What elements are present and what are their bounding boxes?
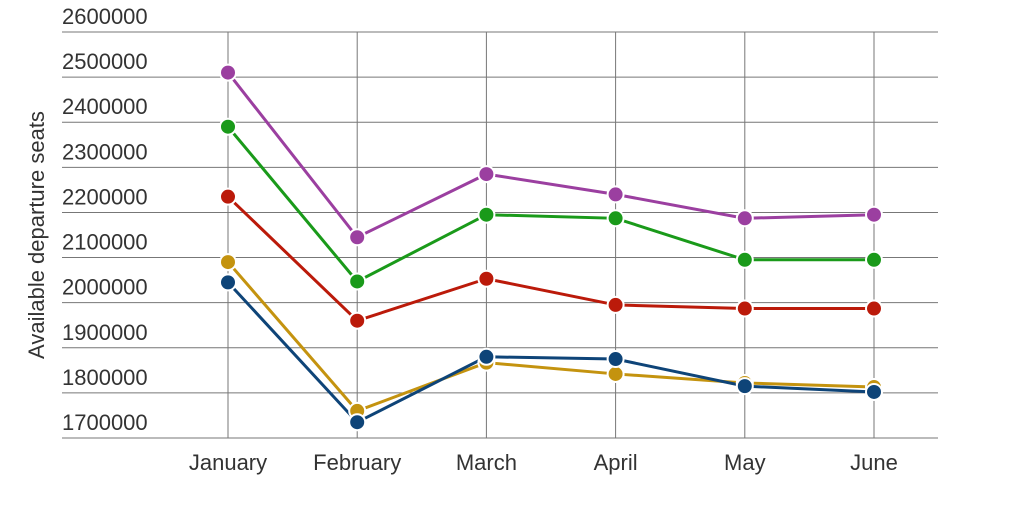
y-tick-label: 2500000 xyxy=(62,49,148,74)
y-axis-title: Available departure seats xyxy=(24,111,49,359)
y-tick-label: 2200000 xyxy=(62,184,148,209)
y-tick-label: 2000000 xyxy=(62,275,148,300)
data-point xyxy=(219,273,237,292)
data-point xyxy=(606,295,625,314)
data-point xyxy=(348,311,367,330)
x-tick-label: February xyxy=(313,450,401,475)
data-point xyxy=(219,253,237,272)
x-tick-label: March xyxy=(456,450,517,475)
data-point xyxy=(735,377,754,396)
data-point xyxy=(606,350,625,369)
series-line xyxy=(226,71,875,240)
series-line xyxy=(226,261,875,413)
data-point xyxy=(865,205,883,224)
data-point xyxy=(477,347,496,366)
data-point xyxy=(348,272,367,291)
x-tick-label: April xyxy=(594,450,638,475)
y-tick-label: 2400000 xyxy=(62,94,148,119)
x-tick-label: June xyxy=(850,450,898,475)
data-point xyxy=(348,413,367,432)
series-line xyxy=(226,281,875,425)
data-point xyxy=(735,209,754,228)
series-line xyxy=(226,195,874,323)
y-tick-label: 2600000 xyxy=(62,4,148,29)
data-point xyxy=(865,382,883,401)
data-point xyxy=(606,209,625,228)
data-point xyxy=(219,187,237,206)
data-point xyxy=(477,165,496,184)
data-point xyxy=(477,205,496,224)
data-point xyxy=(219,117,237,136)
x-tick-label: May xyxy=(724,450,766,475)
data-point xyxy=(219,63,237,82)
x-tick-label: January xyxy=(189,450,267,475)
y-tick-label: 1800000 xyxy=(62,365,148,390)
data-point xyxy=(865,299,883,318)
data-point xyxy=(348,228,367,247)
y-tick-label: 1900000 xyxy=(62,320,148,345)
data-point xyxy=(606,185,625,204)
data-point xyxy=(865,250,883,269)
y-tick-label: 2300000 xyxy=(62,139,148,164)
data-point xyxy=(477,269,496,288)
data-point xyxy=(735,250,754,269)
y-tick-label: 2100000 xyxy=(62,230,148,255)
y-tick-label: 1700000 xyxy=(62,410,148,435)
data-point xyxy=(606,364,625,383)
data-point xyxy=(735,299,754,318)
series-line xyxy=(226,125,874,284)
